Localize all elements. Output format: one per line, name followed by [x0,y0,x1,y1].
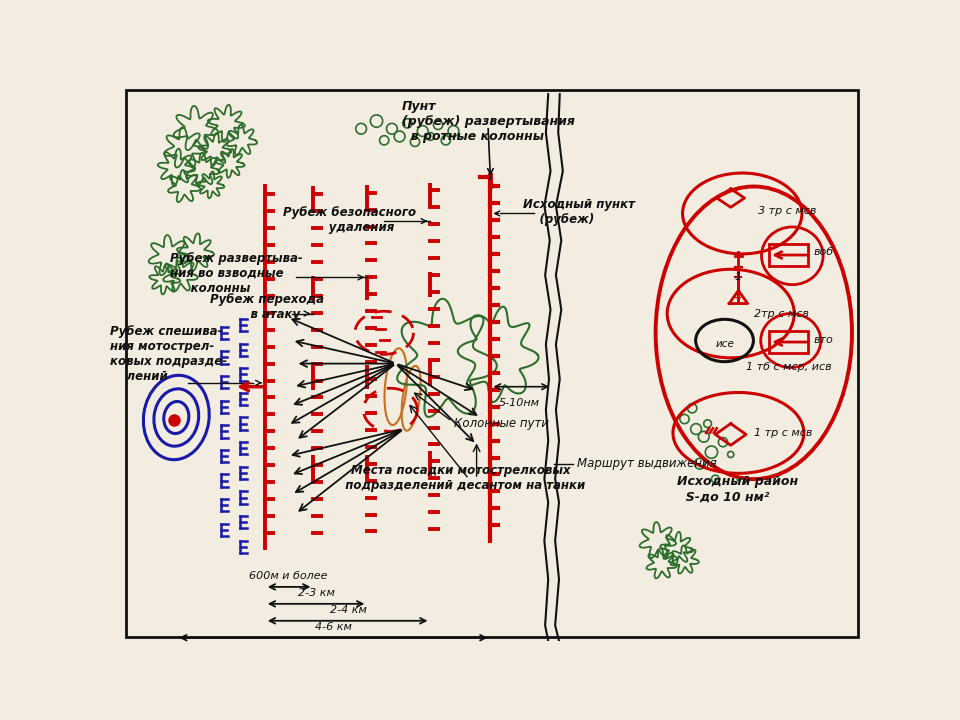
Text: Рубеж перехода
    в атаку: Рубеж перехода в атаку [210,293,324,320]
Text: вто: вто [814,336,833,346]
Text: 600м и более: 600м и более [250,571,328,581]
Text: 2-4 км: 2-4 км [329,605,367,615]
Text: Исходный пункт
    (рубеж): Исходный пункт (рубеж) [523,198,635,226]
Text: исе: исе [716,339,734,349]
Text: Колонные пути: Колонные пути [453,418,548,431]
Text: Рубеж безопасного
      удаления: Рубеж безопасного удаления [283,206,416,234]
Text: +: + [734,293,742,303]
Text: Маршрут выдвижения: Маршрут выдвижения [577,457,716,470]
Text: Пунт
(рубеж) развертывания
  в ротные колонны: Пунт (рубеж) развертывания в ротные коло… [401,100,575,143]
Bar [769,331,807,353]
Text: 1 тб с мср, исв: 1 тб с мср, исв [746,362,831,372]
Text: 1 тр с мсв: 1 тр с мсв [754,428,812,438]
Text: воб: воб [814,247,834,257]
Text: Рубеж спешива-
ния мотострел-
ковых подразде-
    лений: Рубеж спешива- ния мотострел- ковых подр… [110,325,228,383]
Bar [769,244,807,266]
Text: 3 тр с мсв: 3 тр с мсв [757,206,816,216]
Text: Места посадки мотострелковых
  подразделений десантом на танки: Места посадки мотострелковых подразделен… [337,464,586,492]
Text: Рубеж развертыва-
ния во взводные
     колонны: Рубеж развертыва- ния во взводные колонн… [170,252,302,295]
Text: 2тр с мсв: 2тр с мсв [754,309,808,318]
Text: 2-3 км: 2-3 км [298,588,335,598]
Text: 5-10нм: 5-10нм [498,398,540,408]
Text: 4-6 км: 4-6 км [315,621,351,631]
Text: Исходный район
  S-до 10 нм²: Исходный район S-до 10 нм² [677,475,798,503]
Text: 1: 1 [734,272,742,282]
